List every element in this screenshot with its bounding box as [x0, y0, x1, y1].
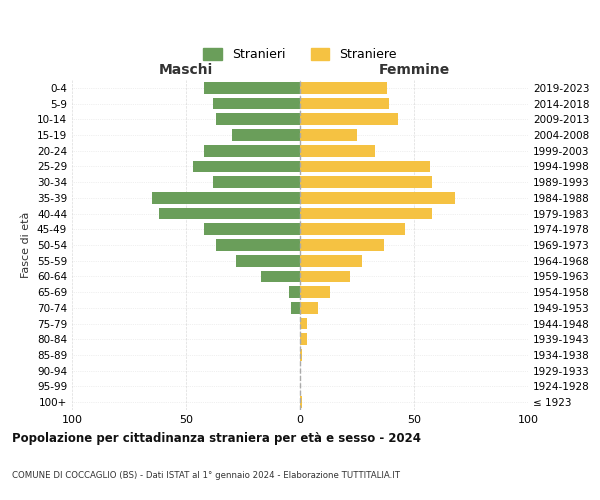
Bar: [300, 160, 430, 172]
Bar: [300, 98, 389, 110]
Bar: [300, 349, 302, 361]
Bar: [289, 286, 300, 298]
Bar: [300, 114, 398, 125]
Bar: [291, 302, 300, 314]
Bar: [300, 318, 307, 330]
Bar: [300, 224, 405, 235]
Bar: [261, 270, 300, 282]
Y-axis label: Fasce di età: Fasce di età: [22, 212, 31, 278]
Bar: [300, 192, 455, 204]
Bar: [232, 129, 300, 141]
Bar: [236, 255, 300, 266]
Bar: [300, 208, 432, 220]
Bar: [215, 239, 300, 251]
Bar: [214, 176, 300, 188]
Bar: [204, 82, 300, 94]
Bar: [300, 145, 375, 156]
Bar: [300, 302, 318, 314]
Text: Maschi: Maschi: [159, 62, 213, 76]
Bar: [300, 396, 302, 408]
Bar: [193, 160, 300, 172]
Bar: [300, 129, 357, 141]
Bar: [158, 208, 300, 220]
Legend: Stranieri, Straniere: Stranieri, Straniere: [198, 44, 402, 66]
Bar: [300, 255, 362, 266]
Bar: [215, 114, 300, 125]
Bar: [300, 334, 307, 345]
Bar: [300, 270, 350, 282]
Bar: [300, 82, 386, 94]
Bar: [300, 176, 432, 188]
Bar: [300, 239, 385, 251]
Bar: [300, 286, 329, 298]
Bar: [214, 98, 300, 110]
Bar: [152, 192, 300, 204]
Text: Femmine: Femmine: [379, 62, 449, 76]
Bar: [204, 145, 300, 156]
Bar: [204, 224, 300, 235]
Text: Popolazione per cittadinanza straniera per età e sesso - 2024: Popolazione per cittadinanza straniera p…: [12, 432, 421, 445]
Text: COMUNE DI COCCAGLIO (BS) - Dati ISTAT al 1° gennaio 2024 - Elaborazione TUTTITAL: COMUNE DI COCCAGLIO (BS) - Dati ISTAT al…: [12, 471, 400, 480]
